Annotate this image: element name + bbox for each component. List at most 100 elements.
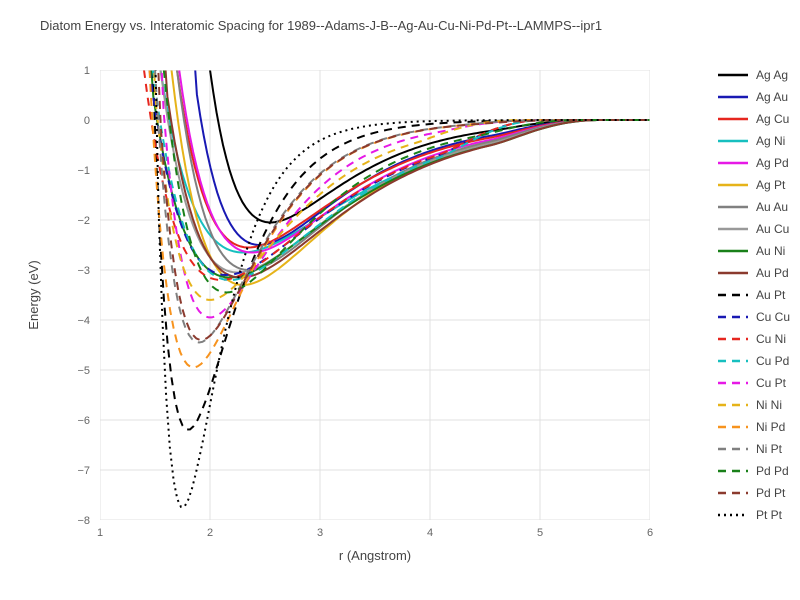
- series-ag-au[interactable]: [194, 70, 651, 245]
- legend-item-ni-ni[interactable]: Ni Ni: [718, 394, 790, 416]
- legend-label: Ag Cu: [756, 112, 789, 126]
- legend-label: Ni Pd: [756, 420, 785, 434]
- svg-text:2: 2: [207, 527, 213, 539]
- series-ni-ni[interactable]: [153, 70, 650, 300]
- svg-text:6: 6: [647, 527, 653, 539]
- svg-text:−5: −5: [77, 365, 90, 377]
- svg-text:−7: −7: [77, 465, 90, 477]
- legend-swatch: [718, 420, 748, 434]
- legend-label: Au Cu: [756, 222, 789, 236]
- legend-swatch: [718, 112, 748, 126]
- series-ni-pt[interactable]: [155, 70, 650, 343]
- chart-title: Diatom Energy vs. Interatomic Spacing fo…: [40, 18, 602, 33]
- svg-text:1: 1: [97, 527, 103, 539]
- curves-group: [144, 70, 650, 507]
- legend-item-cu-pt[interactable]: Cu Pt: [718, 372, 790, 394]
- legend-label: Ag Au: [756, 90, 788, 104]
- series-ni-pd[interactable]: [150, 70, 651, 368]
- series-ag-cu[interactable]: [177, 70, 650, 248]
- svg-text:−2: −2: [77, 215, 90, 227]
- legend-item-ag-pd[interactable]: Ag Pd: [718, 152, 790, 174]
- legend-label: Au Au: [756, 200, 788, 214]
- legend-label: Ag Ag: [756, 68, 788, 82]
- chart-container: Diatom Energy vs. Interatomic Spacing fo…: [0, 0, 800, 600]
- svg-text:0: 0: [84, 115, 90, 127]
- legend-swatch: [718, 354, 748, 368]
- legend-item-ag-pt[interactable]: Ag Pt: [718, 174, 790, 196]
- legend-swatch: [718, 266, 748, 280]
- legend-label: Au Ni: [756, 244, 785, 258]
- legend-label: Ag Ni: [756, 134, 785, 148]
- legend-label: Cu Ni: [756, 332, 786, 346]
- legend-swatch: [718, 222, 748, 236]
- legend-swatch: [718, 244, 748, 258]
- legend-swatch: [718, 178, 748, 192]
- legend-label: Au Pd: [756, 266, 789, 280]
- legend-item-au-pd[interactable]: Au Pd: [718, 262, 790, 284]
- legend-label: Ni Pt: [756, 442, 782, 456]
- x-tick-labels: 1 2 3 4 5 6: [97, 527, 653, 539]
- series-au-pd[interactable]: [164, 70, 650, 278]
- legend-swatch: [718, 90, 748, 104]
- svg-text:−3: −3: [77, 265, 90, 277]
- legend-swatch: [718, 486, 748, 500]
- legend-item-cu-cu[interactable]: Cu Cu: [718, 306, 790, 328]
- legend-item-ni-pd[interactable]: Ni Pd: [718, 416, 790, 438]
- legend-label: Ni Ni: [756, 398, 782, 412]
- legend-item-ni-pt[interactable]: Ni Pt: [718, 438, 790, 460]
- svg-text:1: 1: [84, 65, 90, 77]
- legend-item-cu-pd[interactable]: Cu Pd: [718, 350, 790, 372]
- plot-border: [100, 70, 650, 520]
- y-tick-labels: −8 −7 −6 −5 −4 −3 −2 −1 0 1: [77, 65, 90, 527]
- legend-swatch: [718, 442, 748, 456]
- legend-swatch: [718, 68, 748, 82]
- legend-item-pt-pt[interactable]: Pt Pt: [718, 504, 790, 526]
- legend-label: Pd Pd: [756, 464, 789, 478]
- gridlines: [100, 70, 650, 520]
- legend-label: Cu Cu: [756, 310, 790, 324]
- legend-item-au-ni[interactable]: Au Ni: [718, 240, 790, 262]
- series-ag-pd[interactable]: [179, 70, 650, 253]
- legend-swatch: [718, 134, 748, 148]
- legend-label: Ag Pd: [756, 156, 789, 170]
- legend-item-ag-ni[interactable]: Ag Ni: [718, 130, 790, 152]
- legend-swatch: [718, 288, 748, 302]
- legend-label: Pd Pt: [756, 486, 785, 500]
- svg-text:3: 3: [317, 527, 323, 539]
- legend-item-ag-au[interactable]: Ag Au: [718, 86, 790, 108]
- legend-label: Cu Pt: [756, 376, 786, 390]
- legend-item-au-cu[interactable]: Au Cu: [718, 218, 790, 240]
- svg-text:−4: −4: [77, 315, 90, 327]
- series-pd-pd[interactable]: [164, 70, 650, 293]
- legend-swatch: [718, 200, 748, 214]
- svg-text:−8: −8: [77, 515, 90, 527]
- legend[interactable]: Ag Ag Ag Au Ag Cu Ag Ni Ag Pd Ag Pt Au Au Au Cu…: [718, 64, 790, 526]
- legend-swatch: [718, 398, 748, 412]
- legend-swatch: [718, 376, 748, 390]
- y-axis-label: Energy (eV): [26, 260, 41, 329]
- legend-item-pd-pt[interactable]: Pd Pt: [718, 482, 790, 504]
- legend-item-cu-ni[interactable]: Cu Ni: [718, 328, 790, 350]
- legend-swatch: [718, 332, 748, 346]
- x-axis-label: r (Angstrom): [339, 548, 411, 563]
- legend-swatch: [718, 464, 748, 478]
- legend-label: Pt Pt: [756, 508, 782, 522]
- svg-text:−1: −1: [77, 165, 90, 177]
- legend-item-au-au[interactable]: Au Au: [718, 196, 790, 218]
- legend-item-pd-pd[interactable]: Pd Pd: [718, 460, 790, 482]
- legend-label: Ag Pt: [756, 178, 785, 192]
- legend-item-ag-cu[interactable]: Ag Cu: [718, 108, 790, 130]
- legend-item-ag-ag[interactable]: Ag Ag: [718, 64, 790, 86]
- svg-text:5: 5: [537, 527, 543, 539]
- plot-area[interactable]: [100, 70, 650, 520]
- series-pd-pt[interactable]: [157, 70, 650, 340]
- legend-swatch: [718, 508, 748, 522]
- legend-swatch: [718, 156, 748, 170]
- series-au-cu[interactable]: [161, 70, 651, 273]
- legend-label: Cu Pd: [756, 354, 789, 368]
- legend-label: Au Pt: [756, 288, 785, 302]
- svg-text:−6: −6: [77, 415, 90, 427]
- svg-text:4: 4: [427, 527, 433, 539]
- legend-item-au-pt[interactable]: Au Pt: [718, 284, 790, 306]
- legend-swatch: [718, 310, 748, 324]
